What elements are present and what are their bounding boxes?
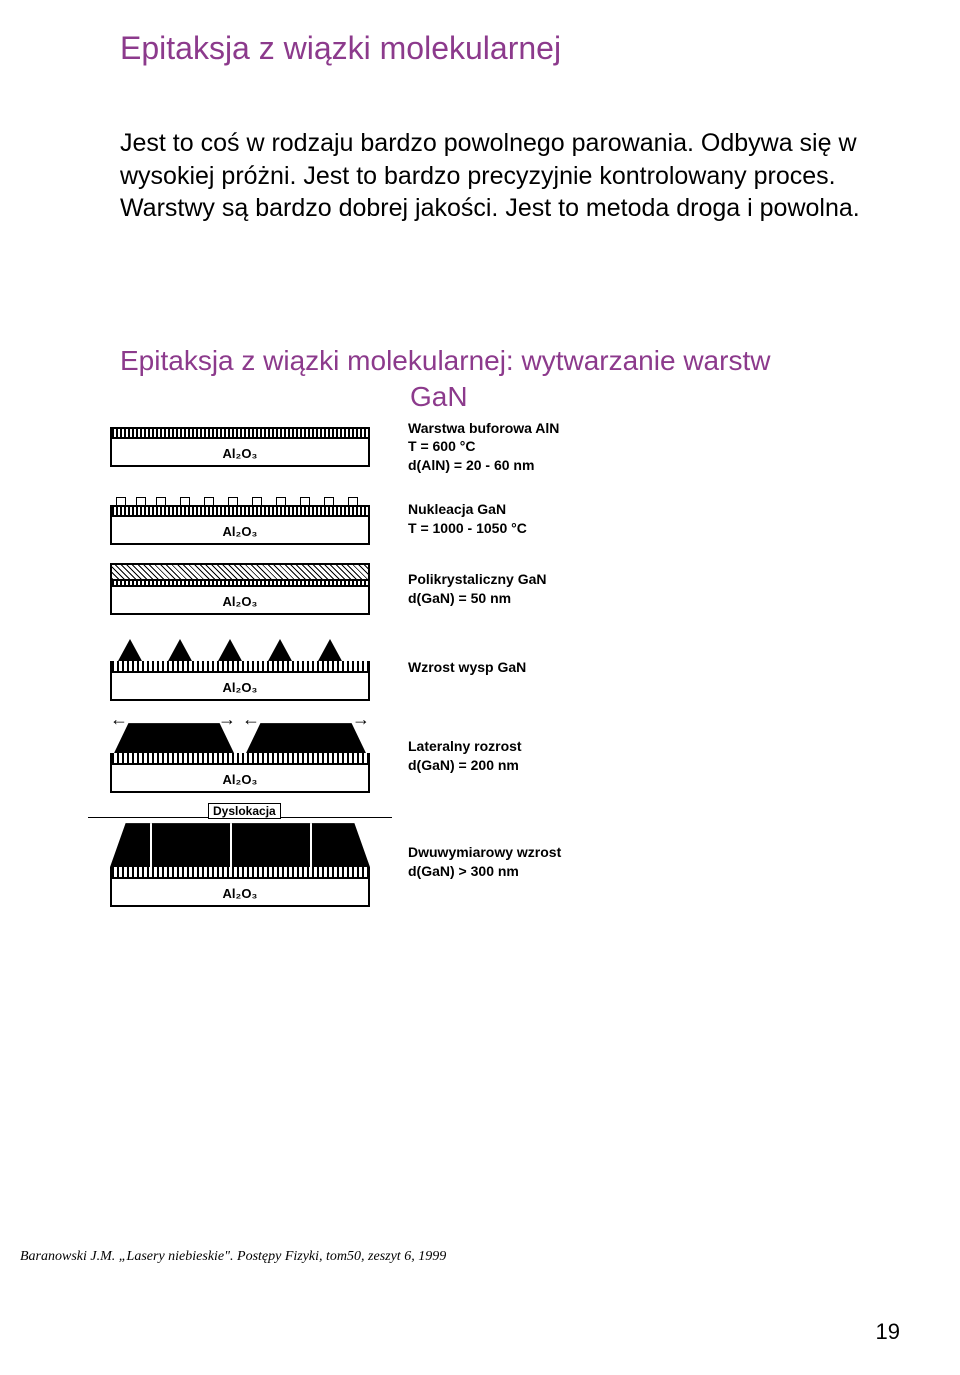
arrow-left-icon: ← (110, 709, 128, 730)
diagram-row: Dyslokacja Al₂O₃ Dwuwymiarowy wzrost d(G… (90, 817, 870, 907)
diagram-row: Al₂O₃ Warstwa buforowa AlN T = 600 °C d(… (90, 419, 870, 476)
stage-caption: Polikrystaliczny GaN d(GaN) = 50 nm (408, 570, 547, 608)
diagram-panel: Al₂O₃ (90, 493, 390, 545)
substrate-label: Al₂O₃ (223, 446, 258, 461)
dyslokacja-label: Dyslokacja (208, 803, 281, 819)
section-subtitle: Epitaksja z wiązki molekularnej: wytwarz… (120, 345, 870, 377)
caption-line: Wzrost wysp GaN (408, 658, 526, 677)
page-title: Epitaksja z wiązki molekularnej (120, 30, 870, 67)
stage-caption: Nukleacja GaN T = 1000 - 1050 °C (408, 500, 527, 538)
caption-line: d(GaN) = 50 nm (408, 589, 547, 608)
stage-caption: Wzrost wysp GaN (408, 658, 526, 677)
caption-line: d(AlN) = 20 - 60 nm (408, 456, 559, 475)
diagram-row: Al₂O₃ Polikrystaliczny GaN d(GaN) = 50 n… (90, 563, 870, 615)
diagram-panel: ← → ← → Al₂O₃ (90, 719, 390, 793)
diagram-panel: Al₂O₃ (90, 427, 390, 467)
caption-line: Polikrystaliczny GaN (408, 570, 547, 589)
caption-line: Dwuwymiarowy wzrost (408, 843, 561, 862)
caption-line: Nukleacja GaN (408, 500, 527, 519)
substrate-label: Al₂O₃ (223, 594, 258, 609)
diagram-row: Al₂O₃ Wzrost wysp GaN (90, 633, 870, 701)
body-paragraph: Jest to coś w rodzaju bardzo powolnego p… (120, 127, 870, 225)
caption-line: d(GaN) > 300 nm (408, 862, 561, 881)
caption-line: d(GaN) = 200 nm (408, 756, 522, 775)
substrate-label: Al₂O₃ (223, 524, 258, 539)
citation: Baranowski J.M. „Lasery niebieskie". Pos… (20, 1249, 446, 1265)
diagram-row: Al₂O₃ Nukleacja GaN T = 1000 - 1050 °C (90, 493, 870, 545)
page-number: 19 (876, 1319, 900, 1345)
substrate-label: Al₂O₃ (223, 680, 258, 695)
substrate-label: Al₂O₃ (223, 772, 258, 787)
stage-caption: Warstwa buforowa AlN T = 600 °C d(AlN) =… (408, 419, 559, 476)
caption-line: Warstwa buforowa AlN (408, 419, 559, 438)
caption-line: T = 1000 - 1050 °C (408, 519, 527, 538)
stage-caption: Lateralny rozrost d(GaN) = 200 nm (408, 737, 522, 775)
stage-caption: Dwuwymiarowy wzrost d(GaN) > 300 nm (408, 843, 561, 881)
diagram-panel: Dyslokacja Al₂O₃ (90, 817, 390, 907)
caption-line: Lateralny rozrost (408, 737, 522, 756)
diagram-panel: Al₂O₃ (90, 563, 390, 615)
substrate-label: Al₂O₃ (223, 886, 258, 901)
caption-line: T = 600 °C (408, 437, 559, 456)
diagram-container: Al₂O₃ Warstwa buforowa AlN T = 600 °C d(… (90, 419, 870, 908)
arrow-left-icon: ← (242, 709, 260, 730)
arrow-right-icon: → (352, 709, 370, 730)
diagram-row: ← → ← → Al₂O₃ Lateralny rozrost d(GaN) =… (90, 719, 870, 793)
gan-label: GaN (410, 381, 870, 413)
diagram-panel: Al₂O₃ (90, 633, 390, 701)
